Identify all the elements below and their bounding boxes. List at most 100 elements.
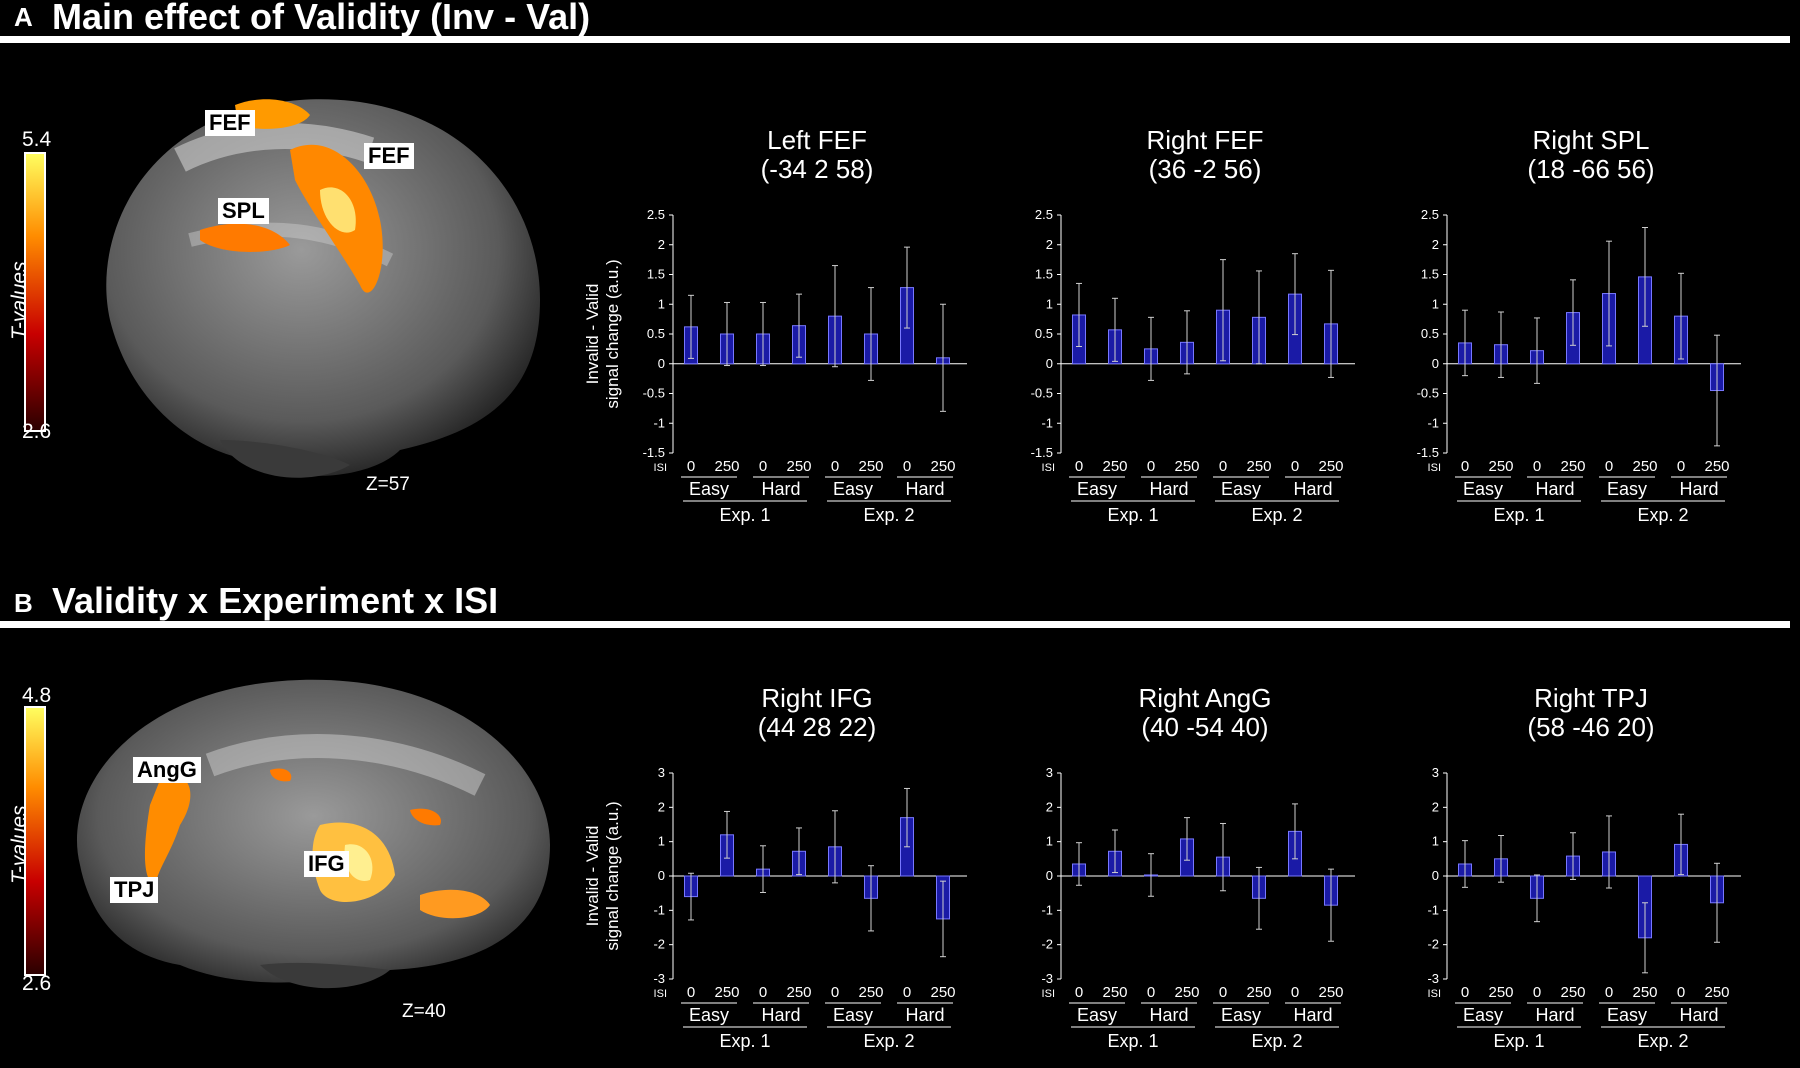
- experiment-label: Exp. 1: [719, 505, 770, 525]
- chart-title: Right IFG (44 28 22): [667, 684, 967, 742]
- experiment-label: Exp. 2: [1251, 505, 1302, 525]
- experiment-label: Exp. 1: [1107, 1031, 1158, 1051]
- y-tick-label: -2: [653, 937, 665, 952]
- y-tick-label: -1.5: [1417, 445, 1439, 460]
- y-tick-label: 2.5: [1421, 207, 1439, 222]
- y-tick-label: 3: [1046, 765, 1053, 780]
- isi-tick-label: 0: [1677, 458, 1685, 475]
- isi-label: ISI: [1428, 988, 1441, 1000]
- isi-tick-label: 0: [1605, 984, 1613, 1001]
- difficulty-label: Easy: [1221, 479, 1261, 499]
- y-axis-label-line2: signal change (a.u.): [603, 259, 622, 408]
- isi-label: ISI: [1042, 988, 1055, 1000]
- y-tick-label: -1: [653, 902, 665, 917]
- isi-tick-label: 250: [786, 984, 811, 1001]
- isi-tick-label: 0: [1461, 984, 1469, 1001]
- isi-tick-label: 0: [1533, 984, 1541, 1001]
- roi-label-fef-right: FEF: [364, 143, 414, 169]
- y-tick-label: 1.5: [647, 267, 665, 282]
- isi-tick-label: 250: [1560, 458, 1585, 475]
- y-axis-label-line1: Invalid - Valid: [583, 826, 602, 927]
- isi-tick-label: 0: [831, 458, 839, 475]
- y-tick-label: 2: [1046, 799, 1053, 814]
- y-tick-label: -1.5: [1031, 445, 1053, 460]
- isi-tick-label: 250: [1246, 984, 1271, 1001]
- isi-tick-label: 0: [903, 984, 911, 1001]
- chart-title: Right FEF (36 -2 56): [1055, 126, 1355, 184]
- chart-title-coordinates: (36 -2 56): [1148, 154, 1262, 184]
- isi-tick-label: 250: [930, 458, 955, 475]
- y-tick-label: 0: [1432, 356, 1439, 371]
- isi-tick-label: 0: [903, 458, 911, 475]
- slice-label-a: Z=57: [366, 474, 410, 495]
- chart-title-roi: Right SPL: [1532, 125, 1650, 155]
- panel-b-divider: [0, 621, 1790, 628]
- y-tick-label: 1: [1432, 296, 1439, 311]
- y-tick-label: 1: [1046, 296, 1053, 311]
- y-tick-label: 3: [1432, 765, 1439, 780]
- difficulty-label: Hard: [1149, 1005, 1188, 1025]
- y-tick-label: -1: [1427, 902, 1439, 917]
- y-tick-label: -3: [1427, 971, 1439, 986]
- y-tick-label: 0: [658, 868, 665, 883]
- experiment-label: Exp. 1: [1107, 505, 1158, 525]
- isi-tick-label: 0: [1461, 458, 1469, 475]
- y-tick-label: 1: [1046, 834, 1053, 849]
- experiment-label: Exp. 1: [1493, 505, 1544, 525]
- y-tick-label: -3: [653, 971, 665, 986]
- brain-render-a: [106, 99, 541, 478]
- difficulty-label: Easy: [689, 479, 729, 499]
- isi-tick-label: 250: [1488, 458, 1513, 475]
- chart-title-roi: Right IFG: [761, 683, 873, 713]
- roi-label-fef-left: FEF: [205, 110, 255, 136]
- difficulty-label: Hard: [761, 479, 800, 499]
- isi-tick-label: 0: [1075, 984, 1083, 1001]
- isi-tick-label: 0: [687, 458, 695, 475]
- chart-title-coordinates: (40 -54 40): [1141, 712, 1269, 742]
- colorbar-a-min: 2.6: [22, 420, 52, 443]
- isi-tick-label: 250: [858, 458, 883, 475]
- isi-tick-label: 0: [1219, 984, 1227, 1001]
- isi-tick-label: 0: [1533, 458, 1541, 475]
- y-tick-label: 2: [1432, 237, 1439, 252]
- isi-tick-label: 0: [1075, 458, 1083, 475]
- isi-tick-label: 0: [759, 458, 767, 475]
- isi-tick-label: 0: [1677, 984, 1685, 1001]
- difficulty-label: Easy: [1607, 1005, 1647, 1025]
- isi-label: ISI: [654, 462, 667, 474]
- isi-tick-label: 0: [1147, 984, 1155, 1001]
- y-axis-label-line1: Invalid - Valid: [583, 284, 602, 385]
- difficulty-label: Hard: [1535, 479, 1574, 499]
- y-tick-label: -1: [653, 415, 665, 430]
- isi-tick-label: 0: [1291, 458, 1299, 475]
- roi-label-spl: SPL: [218, 198, 269, 224]
- experiment-label: Exp. 2: [863, 505, 914, 525]
- colorbar-b-min: 2.6: [22, 972, 52, 995]
- slice-label-b: Z=40: [402, 1001, 446, 1022]
- difficulty-label: Hard: [1535, 1005, 1574, 1025]
- y-tick-label: 0: [1432, 868, 1439, 883]
- chart-title: Right AngG (40 -54 40): [1055, 684, 1355, 742]
- chart-title-roi: Right FEF: [1146, 125, 1264, 155]
- chart-title-coordinates: (18 -66 56): [1527, 154, 1655, 184]
- difficulty-label: Hard: [1293, 479, 1332, 499]
- y-tick-label: 0: [658, 356, 665, 371]
- isi-tick-label: 250: [1488, 984, 1513, 1001]
- isi-tick-label: 0: [831, 984, 839, 1001]
- isi-label: ISI: [1042, 462, 1055, 474]
- difficulty-label: Easy: [689, 1005, 729, 1025]
- difficulty-label: Easy: [1607, 479, 1647, 499]
- difficulty-label: Hard: [1293, 1005, 1332, 1025]
- colorbar-a: [24, 152, 46, 432]
- y-tick-label: 0: [1046, 868, 1053, 883]
- chart-title: Left FEF (-34 2 58): [667, 126, 967, 184]
- y-axis-label: Invalid - Valid signal change (a.u.): [583, 801, 622, 950]
- y-tick-label: 0.5: [1035, 326, 1053, 341]
- experiment-label: Exp. 2: [863, 1031, 914, 1051]
- colorbar-b: [24, 706, 46, 976]
- bar-chart-svg: 3 2 1 0 -1 -2 -3 Invalid - Valid signal change (…: [583, 765, 967, 1051]
- isi-tick-label: 250: [714, 984, 739, 1001]
- chart-title-coordinates: (44 28 22): [757, 712, 877, 742]
- panel-a-letter: A: [14, 2, 33, 32]
- isi-tick-label: 250: [1560, 984, 1585, 1001]
